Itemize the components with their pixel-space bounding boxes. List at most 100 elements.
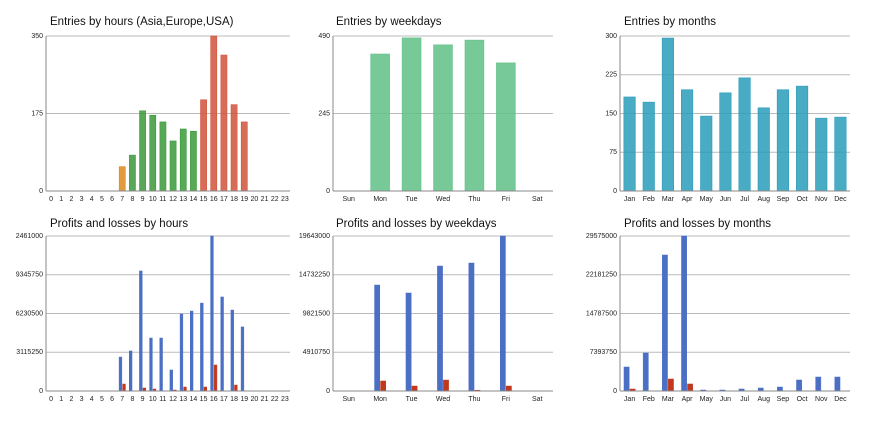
bar [230,309,234,392]
y-tick-label: 0 [613,388,617,395]
bar [159,337,163,392]
bar [776,89,789,192]
bar [668,378,674,392]
bar [139,270,143,392]
y-tick-label: 9345750 [16,272,43,279]
bar [179,313,184,392]
bar [370,53,390,192]
bar [642,101,655,192]
x-tick-label: Dec [834,196,847,203]
x-tick-label: 22 [271,196,279,203]
bar [220,54,228,192]
y-tick-label: 0 [613,188,617,195]
x-tick-label: 21 [261,196,269,203]
bar [200,99,207,192]
bar [129,154,136,192]
y-tick-label: 150 [605,110,617,117]
x-tick-label: Jun [720,396,731,403]
x-tick-label: 16 [210,196,218,203]
x-tick-label: 14 [190,196,198,203]
x-tick-label: 13 [179,196,187,203]
x-tick-label: Sat [532,396,543,403]
bar [374,284,380,392]
x-tick-label: Apr [682,196,694,203]
y-tick-label: 75 [609,149,617,156]
bar [738,77,751,192]
bar [149,114,157,192]
y-tick-label: 9821500 [303,310,330,317]
bar [169,140,177,192]
y-tick-label: 175 [31,110,43,117]
x-tick-label: 19 [240,396,248,403]
x-tick-label: Jun [720,196,731,203]
bar [834,116,847,192]
bar [700,115,713,192]
bar [401,37,422,192]
x-tick-label: Jul [740,396,749,403]
x-tick-label: 13 [179,396,187,403]
bar [183,386,187,392]
bar [796,379,802,392]
y-tick-label: 6230500 [16,310,43,317]
x-tick-label: Oct [797,196,808,203]
y-tick-label: 19643000 [299,233,330,240]
x-tick-label: 15 [200,196,208,203]
bar [234,384,238,392]
y-tick-label: 4910750 [303,349,330,356]
bar [240,121,248,192]
bar [149,337,153,392]
y-tick-label: 0 [326,388,330,395]
x-tick-label: 16 [210,396,218,403]
x-tick-label: Wed [436,196,450,203]
y-tick-label: 3115250 [16,349,43,356]
bar [210,235,214,392]
y-tick-label: 0 [326,188,330,195]
x-tick-label: 3 [80,396,84,403]
chart-title: Entries by weekdays [336,16,442,28]
x-tick-label: May [700,396,714,403]
x-tick-label: 20 [251,396,259,403]
bar [200,302,204,392]
bar [213,364,218,392]
bar [464,39,485,192]
x-tick-label: Tue [406,396,418,403]
x-tick-label: Nov [815,196,828,203]
bar [777,386,783,392]
bar [468,262,475,392]
y-tick-label: 225 [605,72,617,79]
x-tick-label: 5 [100,396,104,403]
bar [220,296,224,392]
x-tick-label: Sun [342,396,355,403]
x-tick-label: Jan [624,396,635,403]
x-tick-label: 23 [281,196,289,203]
x-tick-label: 10 [149,196,157,203]
x-tick-label: May [700,196,714,203]
x-tick-label: 4 [90,396,94,403]
y-tick-label: 300 [605,33,617,40]
x-tick-label: 7 [120,196,124,203]
bar [757,107,770,192]
x-tick-label: 20 [251,196,259,203]
y-tick-label: 0 [39,388,43,395]
x-tick-label: 12 [169,196,177,203]
x-tick-label: 10 [149,396,157,403]
x-tick-label: 0 [49,396,53,403]
x-tick-label: 6 [110,396,114,403]
x-tick-label: Dec [834,396,847,403]
x-tick-label: 8 [130,396,134,403]
bar [433,44,453,192]
x-tick-label: Thu [468,196,480,203]
x-tick-label: 18 [230,196,238,203]
y-tick-label: 2461000 [16,233,43,240]
y-tick-label: 0 [39,188,43,195]
x-tick-label: Nov [815,396,828,403]
bar [190,310,194,392]
x-tick-label: Feb [643,196,655,203]
y-tick-label: 245 [318,110,330,117]
x-tick-label: Fri [502,196,511,203]
x-tick-label: Thu [468,396,480,403]
bar [411,385,418,392]
bar [662,254,668,392]
bar [500,235,506,392]
